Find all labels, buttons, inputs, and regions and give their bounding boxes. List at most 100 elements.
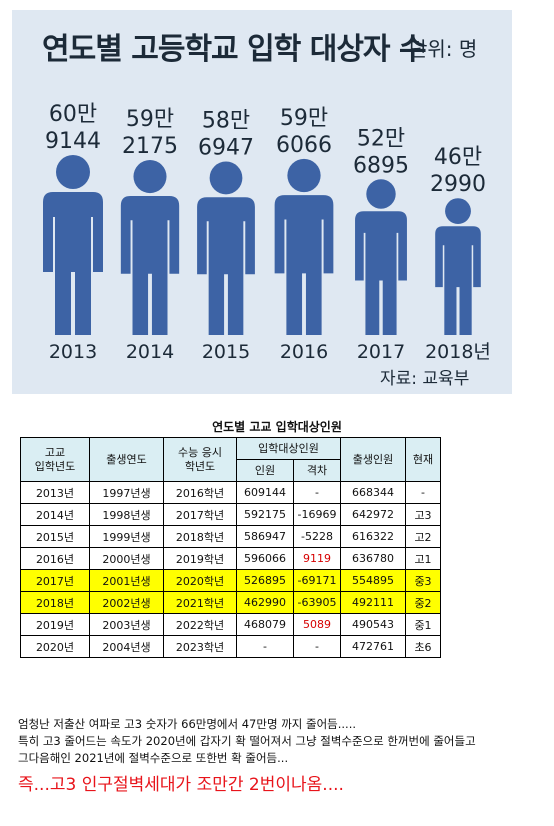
person-head [56, 155, 90, 189]
value-label: 60만 [49, 102, 97, 127]
person-figure [197, 161, 255, 335]
cell-diff: -16969 [293, 503, 341, 526]
header-admission-count-group: 입학대상인원 [236, 437, 341, 460]
cell-births: 490543 [340, 613, 406, 636]
cell-births: 668344 [340, 481, 406, 504]
cell-count: 609144 [236, 481, 294, 504]
value-label: 52만 [357, 126, 405, 151]
cell-birth-year: 2001년생 [89, 569, 164, 592]
cell-exam-year: 2021학년 [163, 591, 237, 614]
year-label: 2018년 [425, 341, 491, 363]
table-row: 2019년 2003년생 2022학년 468079 5089 490543 중1 [20, 613, 441, 636]
cell-birth-year: 1998년생 [89, 503, 164, 526]
person-figure [274, 158, 334, 335]
person-head [133, 160, 167, 194]
cell-exam-year: 2016학년 [163, 481, 237, 504]
person-figure [120, 160, 180, 335]
year-label: 2016 [280, 341, 328, 363]
person-figure [43, 155, 103, 335]
cell-count: 586947 [236, 525, 294, 548]
header-admission-year-line2: 입학년도 [34, 459, 76, 473]
value-label: 2175 [122, 134, 178, 159]
value-label: 59만 [126, 107, 174, 132]
header-admission-year: 고교 입학년도 [20, 437, 90, 482]
infographic-title: 연도별 고등학교 입학 대상자 수 [42, 32, 427, 67]
cell-current: 고2 [405, 525, 441, 548]
header-births: 출생인원 [340, 437, 406, 482]
person-body [274, 195, 334, 335]
cell-diff: -63905 [293, 591, 341, 614]
cell-diff: -69171 [293, 569, 341, 592]
cell-count: 526895 [236, 569, 294, 592]
table-row: 2014년 1998년생 2017학년 592175 -16969 642972 고3 [20, 503, 441, 526]
cell-year: 2016년 [20, 547, 90, 570]
header-exam-year-line1: 수능 응시 [178, 445, 222, 459]
cell-diff: - [293, 635, 341, 658]
cell-year: 2019년 [20, 613, 90, 636]
year-label: 2015 [202, 341, 250, 363]
value-label: 58만 [202, 109, 250, 134]
note-line-1: 엄청난 저출산 여파로 고3 숫자가 66만명에서 47만명 까지 줄어듬...… [18, 717, 357, 731]
table-body: 2013년 1997년생 2016학년 609144-668344-2014년 1998… [20, 481, 441, 658]
table-row: 2016년 2000년생 2019학년 596066 9119 636780 고1 [20, 547, 441, 570]
cell-birth-year: 1997년생 [89, 481, 164, 504]
cell-births: 642972 [340, 503, 406, 526]
person-body [355, 211, 407, 335]
value-label: 46만 [434, 145, 482, 170]
person-head [445, 198, 471, 225]
header-diff: 격차 [293, 459, 341, 482]
note-line-2: 특히 고3 줄어드는 속도가 2020년에 갑자기 확 떨어져서 그냥 절벽수준… [18, 734, 476, 748]
cell-birth-year: 2004년생 [89, 635, 164, 658]
cell-count: 596066 [236, 547, 294, 570]
table-row: 2018년 2002년생 2021학년 462990 -63905 492111 중2 [20, 591, 441, 614]
infographic-panel: 연도별 고등학교 입학 대상자 수 단위: 명 60만 9144 2013 59만 21… [12, 10, 512, 394]
cell-births: 616322 [340, 525, 406, 548]
note-emphasis: 즉...고3 인구절벽세대가 조만간 2번이나옴.... [18, 775, 344, 795]
cell-year: 2018년 [20, 591, 90, 614]
table-row: 2017년 2001년생 2020학년 526895 -69171 554895 중3 [20, 569, 441, 592]
table-row: 2013년 1997년생 2016학년 609144-668344- [20, 481, 441, 504]
year-label: 2014 [126, 341, 174, 363]
cell-year: 2013년 [20, 481, 90, 504]
cell-current: 고3 [405, 503, 441, 526]
table-title: 연도별 고교 입학대상인원 [212, 420, 342, 434]
cell-births: 492111 [340, 591, 406, 614]
person-head [366, 179, 396, 209]
unit-label: 단위: 명 [409, 37, 478, 61]
person-body [435, 226, 481, 335]
header-current: 현재 [405, 437, 441, 482]
cell-diff: -5228 [293, 525, 341, 548]
cell-exam-year: 2018학년 [163, 525, 237, 548]
cell-year: 2014년 [20, 503, 90, 526]
header-birth-year: 출생연도 [89, 437, 164, 482]
person-body [120, 195, 180, 335]
cell-births: 472761 [340, 635, 406, 658]
cell-birth-year: 1999년생 [89, 525, 164, 548]
cell-diff: - [293, 481, 341, 504]
cell-year: 2020년 [20, 635, 90, 658]
cell-current: 중1 [405, 613, 441, 636]
cell-birth-year: 2002년생 [89, 591, 164, 614]
cell-count: 592175 [236, 503, 294, 526]
person-body [43, 192, 103, 335]
cell-exam-year: 2019학년 [163, 547, 237, 570]
header-exam-year: 수능 응시 학년도 [163, 437, 237, 482]
cell-current: - [405, 481, 441, 504]
cell-births: 636780 [340, 547, 406, 570]
header-count: 인원 [236, 459, 294, 482]
value-label: 2990 [430, 172, 486, 197]
value-label: 59만 [280, 106, 328, 131]
cell-diff: 5089 [293, 613, 341, 636]
cell-current: 중3 [405, 569, 441, 592]
person-head [287, 158, 321, 193]
cell-count: 462990 [236, 591, 294, 614]
note-line-3: 그다음해인 2021년에 절벽수준으로 또한번 확 줄어듬... [18, 751, 289, 765]
value-label: 9144 [45, 129, 101, 154]
cell-exam-year: 2020학년 [163, 569, 237, 592]
cell-exam-year: 2017학년 [163, 503, 237, 526]
person-figure [355, 179, 407, 335]
source-label: 자료: 교육부 [380, 369, 470, 389]
person-head [209, 161, 243, 195]
cell-diff: 9119 [293, 547, 341, 570]
table-row: 2015년 1999년생 2018학년 586947 -5228 616322 고2 [20, 525, 441, 548]
